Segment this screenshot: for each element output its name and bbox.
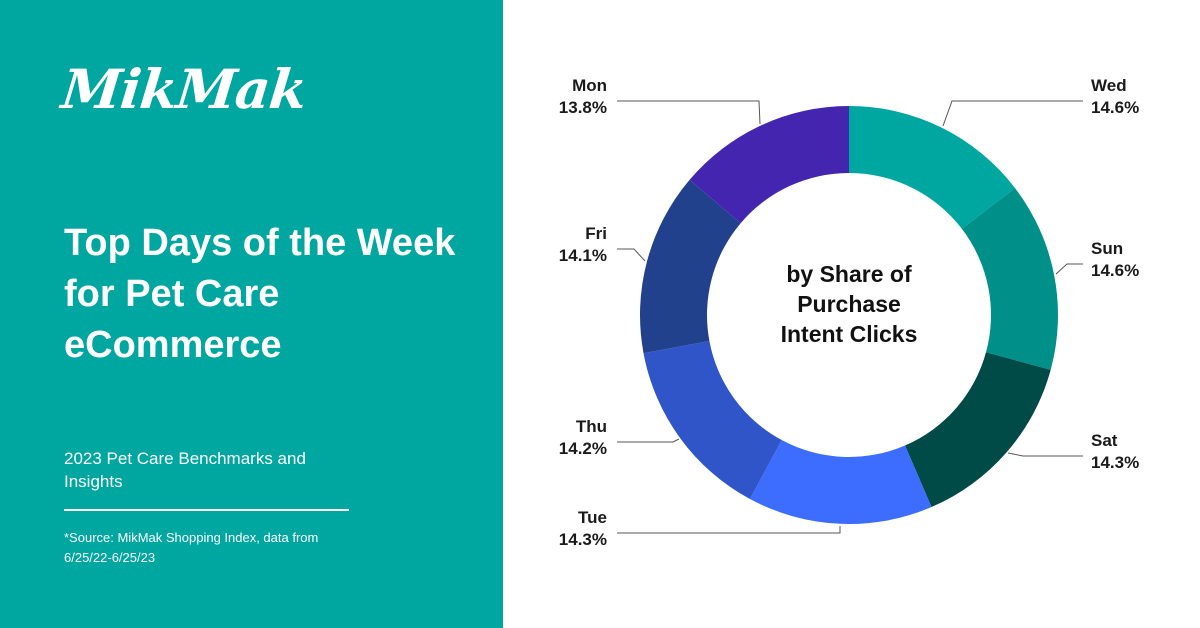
center-label-line-1: by Share of [786, 261, 912, 287]
slice-value-sat: 14.3% [1091, 453, 1139, 472]
slice-sun [961, 188, 1058, 370]
report-subtitle: 2023 Pet Care Benchmarks and Insights [64, 449, 306, 491]
slice-tue [749, 440, 932, 524]
page-title: Top Days of the Week for Pet Care eComme… [64, 222, 456, 366]
slice-label-wed: Wed [1091, 76, 1127, 95]
slice-wed [849, 106, 1016, 229]
leader-line-thu [617, 438, 680, 443]
leader-line-wed [942, 100, 1083, 127]
left-panel: MikMak Top Days of the Week for Pet Care… [0, 0, 503, 628]
slice-label-thu: Thu [576, 417, 607, 436]
slice-label-sat: Sat [1091, 431, 1118, 450]
slice-value-mon: 13.8% [559, 98, 607, 117]
center-label-line-3: Intent Clicks [781, 321, 918, 347]
slice-label-mon: Mon [572, 76, 607, 95]
mikmak-logo: MikMak [58, 57, 310, 121]
slice-value-thu: 14.2% [559, 439, 607, 458]
slice-labels: Wed 14.6% Sun 14.6% Sat 14.3% Tue 14.3% Thu 14.2%… [559, 76, 1139, 549]
leader-line-tue [617, 526, 841, 534]
slice-value-sun: 14.6% [1091, 261, 1139, 280]
chart-panel: Wed 14.6% Sun 14.6% Sat 14.3% Tue 14.3% Thu 14.2%… [503, 0, 1200, 628]
slice-fri [640, 179, 741, 354]
center-label-line-2: Purchase [797, 291, 901, 317]
leader-line-sat [1007, 452, 1083, 457]
leader-line-sun [1055, 263, 1083, 275]
slice-label-sun: Sun [1091, 239, 1123, 258]
slice-label-fri: Fri [585, 224, 607, 243]
slice-label-tue: Tue [578, 508, 607, 527]
source-note: *Source: MikMak Shopping Index, data fro… [64, 530, 319, 565]
donut-chart: Wed 14.6% Sun 14.6% Sat 14.3% Tue 14.3% Thu 14.2%… [559, 76, 1139, 549]
slice-mon [689, 106, 849, 224]
donut-slices [640, 106, 1058, 524]
leader-line-fri [617, 248, 646, 262]
leader-line-mon [617, 100, 761, 125]
slice-thu [643, 340, 782, 500]
divider [64, 509, 349, 511]
leader-lines [617, 100, 1083, 534]
slice-sat [905, 352, 1051, 508]
slice-value-fri: 14.1% [559, 246, 607, 265]
slice-value-wed: 14.6% [1091, 98, 1139, 117]
slice-value-tue: 14.3% [559, 530, 607, 549]
